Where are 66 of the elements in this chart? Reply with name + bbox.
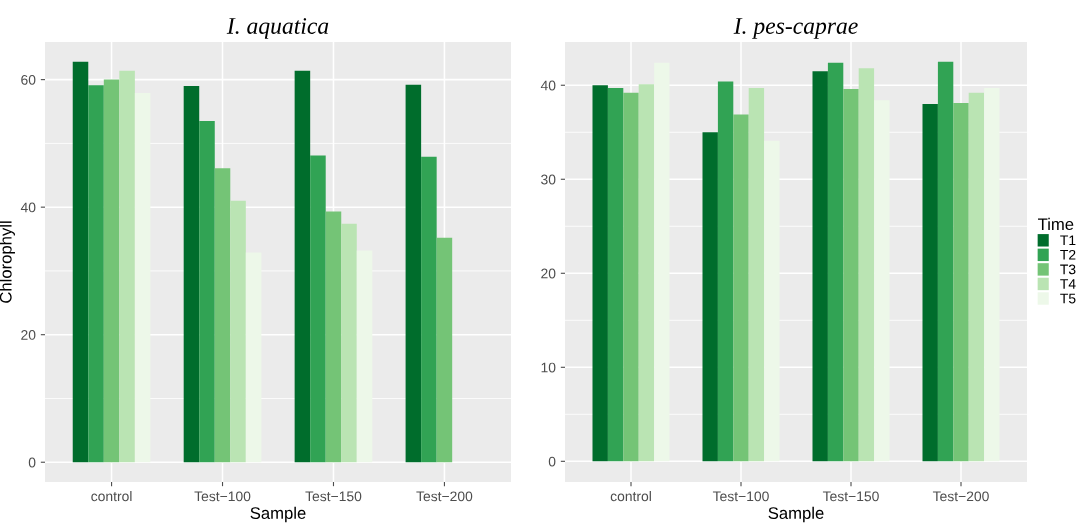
y-tick-label: 20: [21, 330, 36, 340]
y-tick-label: 20: [541, 268, 556, 279]
bar: [436, 237, 453, 463]
bar: [341, 223, 357, 463]
bar: [214, 168, 231, 463]
bar: [119, 70, 135, 463]
bar: [88, 85, 104, 463]
bar: [245, 252, 262, 463]
x-tick-label: control: [610, 491, 651, 502]
bar: [356, 250, 373, 463]
x-tick-label: Test−200: [416, 491, 473, 502]
bar: [199, 121, 215, 463]
legend-label: T3: [1060, 264, 1076, 275]
y-tick-label: 30: [541, 174, 556, 185]
y-tick-label: 0: [28, 457, 36, 468]
x-tick-label: Test−150: [822, 491, 879, 502]
x-axis-title: Sample: [250, 506, 306, 523]
x-tick-label: control: [91, 491, 132, 502]
bar: [764, 140, 780, 462]
bar: [733, 114, 749, 462]
bar: [103, 79, 120, 463]
bar: [953, 103, 969, 462]
bar: [310, 155, 326, 463]
bar: [702, 132, 718, 462]
chart-title: I. aquatica: [226, 18, 329, 39]
bar: [638, 84, 655, 462]
bar: [421, 156, 437, 463]
bar: [654, 62, 670, 462]
x-tick-label: Test−100: [194, 491, 251, 502]
legend-label: T1: [1060, 235, 1076, 246]
legend-label: T4: [1060, 279, 1076, 289]
bar: [325, 211, 342, 463]
x-axis-title: Sample: [768, 506, 824, 523]
bar: [874, 100, 890, 462]
x-tick-label: Test−100: [712, 491, 769, 502]
bar: [183, 86, 200, 463]
bar: [405, 84, 422, 463]
y-tick-label: 0: [548, 456, 556, 467]
legend-label: T5: [1060, 293, 1076, 304]
y-tick-label: 60: [21, 74, 36, 85]
x-tick-label: Test−150: [305, 491, 362, 502]
bar: [592, 85, 608, 462]
y-tick-label: 40: [540, 80, 556, 91]
x-tick-label: Test−200: [932, 491, 989, 502]
bar: [230, 200, 246, 463]
y-tick-label: 10: [541, 362, 556, 373]
bar: [827, 62, 844, 462]
bar: [623, 92, 639, 462]
bar: [843, 89, 859, 462]
bar: [984, 88, 1000, 462]
bar: [748, 88, 765, 462]
bar: [607, 88, 624, 462]
bar: [134, 93, 151, 463]
y-axis-title: Chlorophyll: [0, 221, 15, 303]
bar: [717, 81, 734, 462]
bar: [937, 61, 954, 462]
bar: [968, 92, 985, 462]
bar: [72, 61, 89, 463]
bar: [922, 104, 938, 462]
bar: [812, 71, 828, 462]
legend-label: T2: [1060, 249, 1076, 260]
y-tick-label: 40: [20, 202, 36, 213]
bar: [294, 70, 311, 463]
chart-title: I. pes-caprae: [733, 18, 858, 39]
bar: [858, 68, 875, 462]
legend-title: Time: [1038, 217, 1074, 231]
